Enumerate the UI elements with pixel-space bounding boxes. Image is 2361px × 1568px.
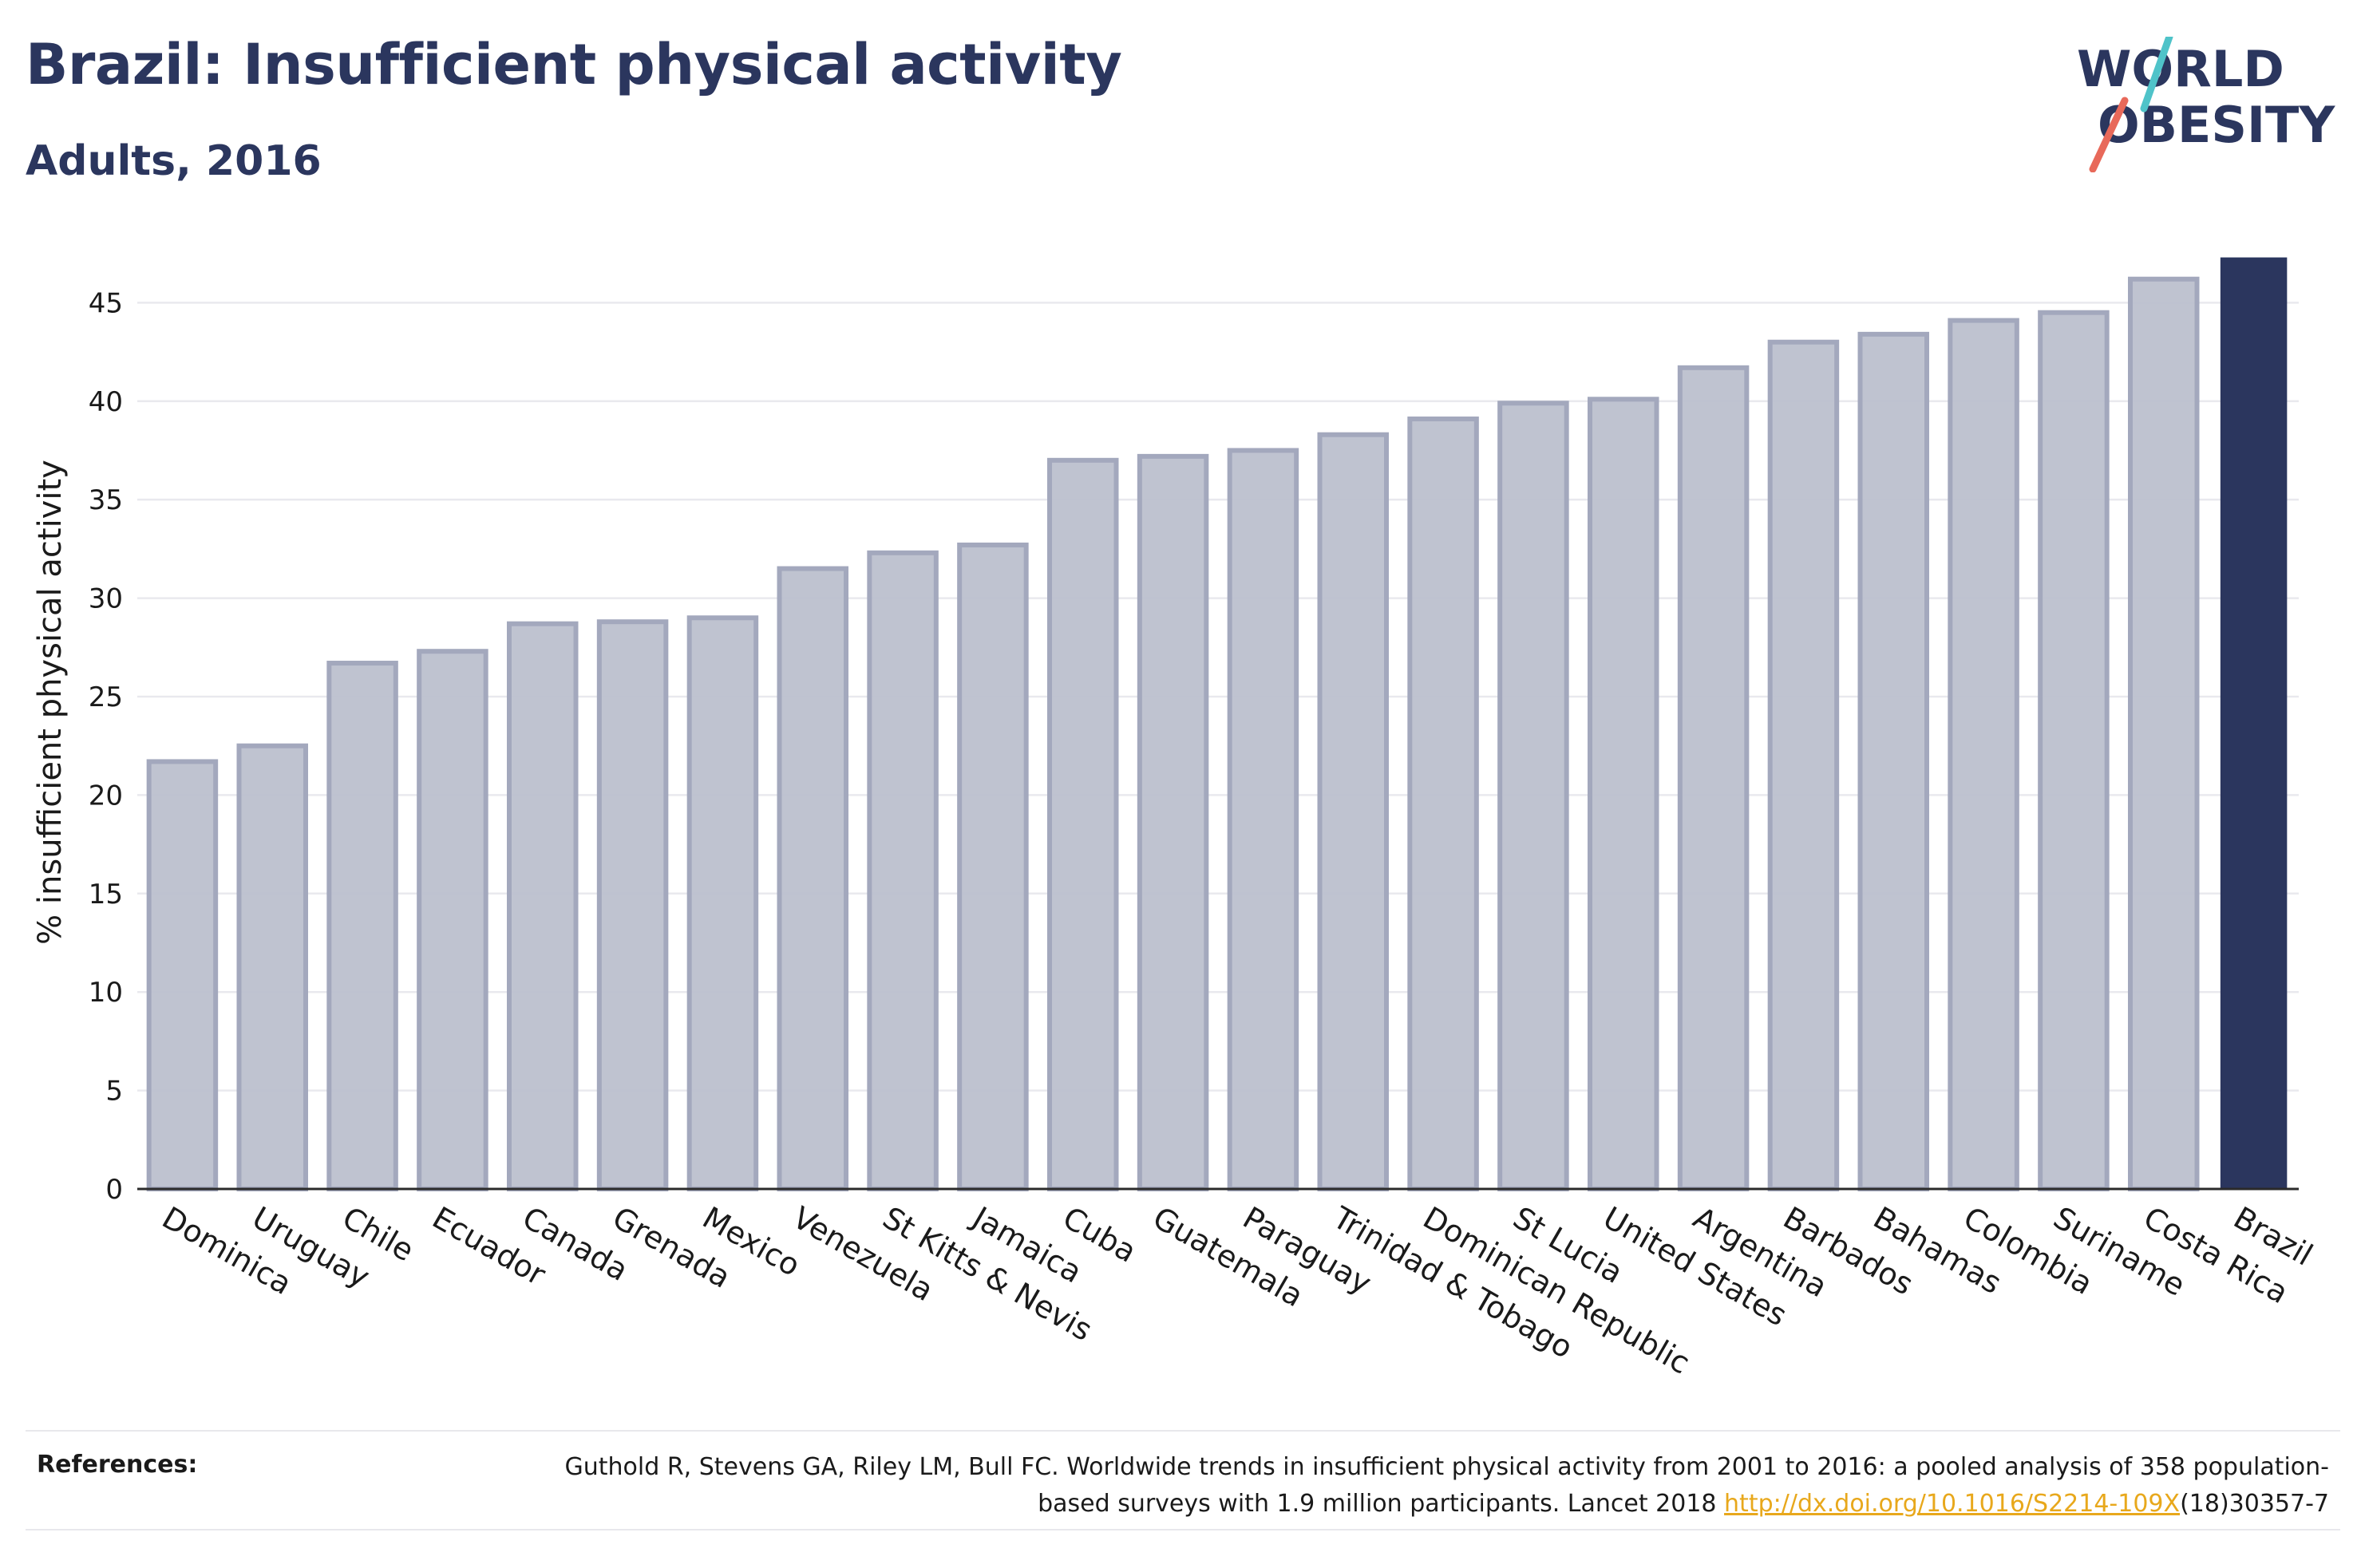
references-bottom-divider [26,1529,2340,1530]
reference-doi-link[interactable]: http://dx.doi.org/10.1016/S2214-109X [1724,1490,2181,1518]
bar-grenada [596,619,669,1191]
chart-title: Brazil: Insufficient physical activity [26,32,1122,97]
bar-dominica [146,759,219,1191]
bar-argentina [1677,365,1750,1192]
y-tick-label: 20 [89,780,123,812]
references-top-divider [26,1430,2340,1432]
y-tick-label: 0 [105,1174,123,1206]
y-tick-label: 45 [89,287,123,319]
bar-canada [507,621,579,1191]
y-tick-label: 40 [89,386,123,418]
logo-accent-coral [2089,97,2129,172]
bar-st-lucia [1497,401,1569,1191]
gridlines [137,302,2299,1092]
bar-st-kitts-nevis [867,550,939,1191]
y-tick-label: 25 [89,681,123,713]
bar-venezuela [777,566,848,1191]
bar-bahamas [1857,331,1929,1191]
reference-doi-suffix: (18)30357-7 [2180,1490,2329,1518]
bars [146,257,2288,1192]
references-label: References: [37,1451,198,1479]
bar-suriname [2038,310,2110,1191]
bar-jamaica [957,542,1029,1191]
y-tick-label: 30 [89,583,123,615]
bar-uruguay [236,743,308,1191]
bar-chile [326,661,398,1191]
logo-line-1: WORLD [2077,40,2284,98]
world-obesity-logo: WORLD OBESITY [2077,37,2335,172]
logo-line-2: OBESITY [2098,96,2335,154]
bar-cuba [1047,457,1119,1191]
bar-barbados [1767,339,1840,1192]
bar-mexico [686,615,759,1191]
chart-subtitle: Adults, 2016 [26,137,322,185]
y-axis-title: % insufficient physical activity [32,460,69,945]
y-tick-label: 15 [89,879,123,910]
bar-paraguay [1227,448,1299,1191]
references-text: Guthold R, Stevens GA, Riley LM, Bull FC… [493,1449,2329,1523]
bar-brazil [2220,257,2288,1190]
bar-colombia [1948,318,2019,1191]
y-tick-labels: 0 5 10 15 20 25 30 35 40 45 [89,287,123,1206]
logo-accent-teal [2140,37,2173,113]
bar-trinidad-tobago [1317,432,1389,1191]
y-tick-label: 5 [105,1076,123,1108]
y-tick-label: 35 [89,484,123,516]
bar-dominican-republic [1407,416,1479,1191]
bar-guatemala [1137,453,1209,1191]
reference-citation: Guthold R, Stevens GA, Riley LM, Bull FC… [564,1453,2329,1518]
bar-ecuador [417,649,488,1191]
y-tick-label: 10 [89,977,123,1009]
bar-costa-rica [2128,276,2200,1192]
bar-united-states [1588,397,1659,1192]
